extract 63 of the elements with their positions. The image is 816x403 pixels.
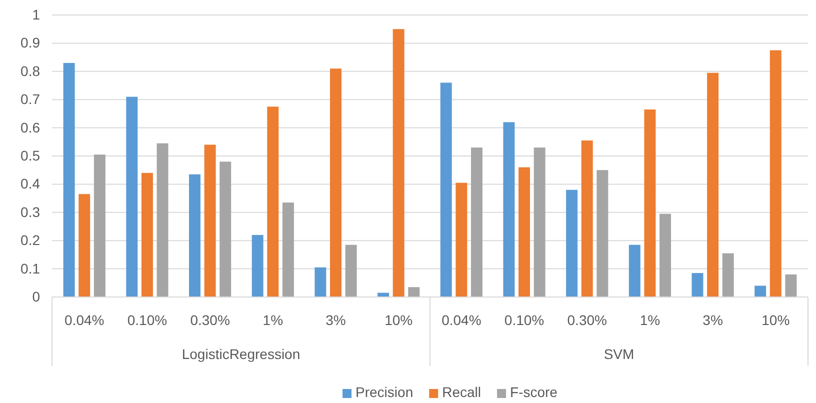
bar [345,244,357,297]
bar [707,72,719,297]
bar [252,234,264,297]
bar [189,174,200,297]
y-tick-label: 0.9 [20,34,40,51]
bar [141,172,153,297]
x-tick-label: 10% [762,312,790,328]
y-tick-label: 0.7 [20,91,40,108]
bar [220,162,232,297]
bar [456,182,468,297]
x-tick-label: 10% [384,312,413,328]
bar [785,274,797,297]
bar [644,109,656,297]
x-tick-label: 0.30% [567,312,607,328]
bar [660,214,671,297]
y-tick-label: 0.1 [20,260,40,276]
x-tick-label: 3% [326,312,346,328]
bar [267,106,279,297]
x-tick-label: 0.04% [442,312,482,328]
bar [470,148,482,297]
y-tick-label: 0.3 [20,204,40,220]
bar [126,96,138,297]
legend-label: F-score [510,384,558,400]
bar [581,140,593,297]
x-tick-label: 0.30% [190,312,230,328]
y-tick-label: 0.4 [20,176,40,192]
bar [503,122,515,297]
y-tick-label: 0.6 [20,119,40,136]
y-tick-label: 0.8 [20,62,40,79]
y-tick-label: 0.2 [20,232,40,248]
bar [692,273,704,297]
y-tick-label: 1 [32,6,40,22]
bar [282,202,294,297]
bar [722,253,734,297]
bar [392,29,404,297]
x-tick-label: 0.04% [64,312,104,328]
text: LogisticRegression [182,346,300,362]
legend-label: Recall [442,384,482,400]
bar [440,82,452,297]
bar [408,287,420,297]
text: SVM [604,346,634,362]
bar [78,194,90,297]
bar [518,167,530,297]
y-tick-label: 0 [32,288,40,304]
bar [314,267,326,297]
x-tick-label: 1% [640,312,660,328]
y-tick-label: 0.5 [20,147,40,164]
legend-label: Precision [356,384,414,400]
bar [63,62,75,297]
bar [754,286,766,297]
bar [330,68,342,297]
bar [770,50,782,297]
x-tick-label: 1% [262,312,284,328]
bar [204,144,216,297]
bar [156,143,168,297]
bar [628,244,640,297]
bar [596,170,608,297]
x-tick-label: 3% [702,312,723,328]
bar [534,148,546,297]
bar [566,190,578,297]
x-tick-label: 0.10% [504,312,544,328]
x-tick-label: 0.10% [127,312,168,328]
bar [94,154,106,297]
